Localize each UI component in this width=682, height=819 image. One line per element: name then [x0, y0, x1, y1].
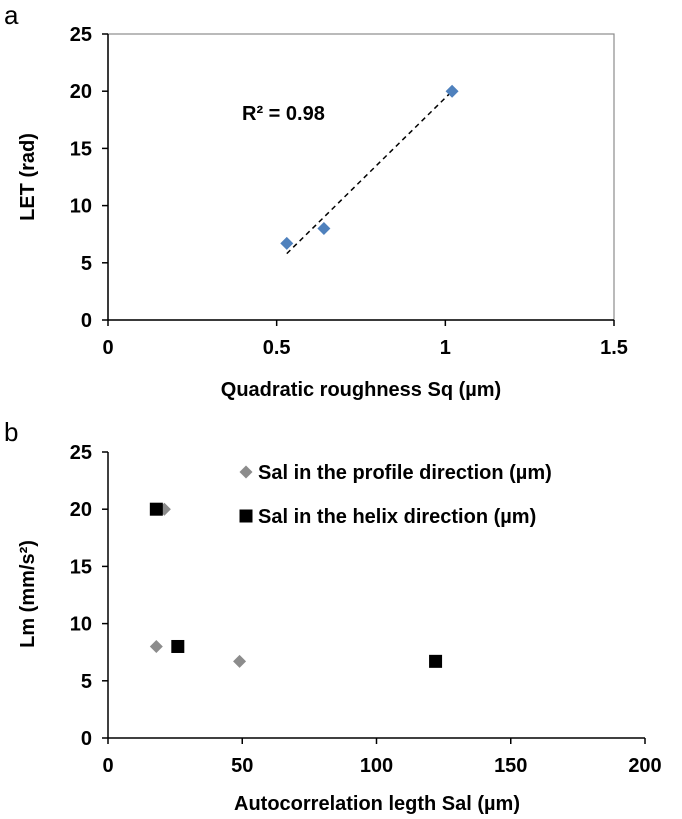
- panel-a-x-tick-label: 0.5: [263, 337, 291, 359]
- panel-b-x-tick-label: 100: [360, 755, 393, 777]
- panel-b-tick-labels: 0 5 10 15 20 25 0 50 100 150 200: [70, 442, 662, 777]
- legend-label-2: Sal in the helix direction (µm): [258, 506, 536, 528]
- panel-b-series-1-point: [233, 654, 247, 668]
- panel-a-y-tick-label: 20: [70, 81, 92, 103]
- panel-a-chart: a 0 5 10 15 20 25 0 0.5 1 1.5 R² = 0.98 Quadratic…: [4, 0, 628, 401]
- panel-b-chart: b 0 5 10 15 20 25 0 50 100 150 200 Sal in the prof…: [4, 417, 662, 815]
- panel-a-tick-labels: 0 5 10 15 20 25 0 0.5 1 1.5: [70, 24, 628, 359]
- panel-a-y-tick-label: 25: [70, 24, 92, 46]
- panel-b-series-2-point: [149, 502, 163, 516]
- panel-a-y-tick-label: 5: [81, 253, 92, 275]
- panel-b-x-tick-label: 0: [102, 755, 113, 777]
- panel-a-y-tick-label: 0: [81, 310, 92, 332]
- panel-a-x-tick-label: 0: [102, 337, 113, 359]
- panel-b-x-tick-label: 50: [231, 755, 253, 777]
- panel-a-trendline: [286, 90, 453, 255]
- panel-b-x-axis-label: Autocorrelation legth Sal (µm): [234, 793, 520, 815]
- panel-a-series-1-point: [445, 84, 459, 98]
- panel-b-y-tick-label: 15: [70, 556, 92, 578]
- panel-b-legend: Sal in the profile direction (µm) Sal in …: [239, 462, 552, 528]
- panel-a-series-1-point: [317, 221, 331, 235]
- panel-a-marks: [280, 84, 459, 255]
- panel-a-x-axis-label: Quadratic roughness Sq (µm): [221, 379, 501, 401]
- panel-a-letter: a: [4, 0, 19, 30]
- panel-b-x-tick-label: 200: [628, 755, 661, 777]
- panel-a-y-tick-label: 10: [70, 196, 92, 218]
- panel-b-y-tick-label: 25: [70, 442, 92, 464]
- panel-b-series-1-point: [149, 639, 163, 653]
- panel-b-y-axis-label: Lm (mm/s²): [17, 540, 39, 648]
- panel-b-x-tick-label: 150: [494, 755, 527, 777]
- panel-a-x-tick-label: 1.5: [600, 337, 628, 359]
- panel-a-series-1-point: [280, 236, 294, 250]
- panel-a-y-axis-label: LET (rad): [17, 133, 39, 221]
- legend-swatch-2: [239, 509, 253, 523]
- panel-a-plot-border: [107, 33, 615, 321]
- legend-label-1: Sal in the profile direction (µm): [258, 462, 552, 484]
- panel-b-axes: [102, 451, 646, 744]
- panel-a-y-tick-label: 15: [70, 138, 92, 160]
- panel-a-axes: [102, 33, 615, 326]
- panel-b-y-tick-label: 20: [70, 499, 92, 521]
- panel-b-series-2-point: [171, 639, 185, 653]
- panel-b-y-tick-label: 5: [81, 671, 92, 693]
- panel-a-x-tick-label: 1: [440, 337, 451, 359]
- panel-b-series-2-point: [429, 654, 443, 668]
- legend-swatch-1: [239, 465, 253, 479]
- panel-b-marks: [149, 502, 443, 668]
- panel-b-y-tick-label: 0: [81, 728, 92, 750]
- r-squared-annotation: R² = 0.98: [242, 103, 325, 125]
- panel-b-y-tick-label: 10: [70, 614, 92, 636]
- panel-b-letter: b: [4, 417, 18, 447]
